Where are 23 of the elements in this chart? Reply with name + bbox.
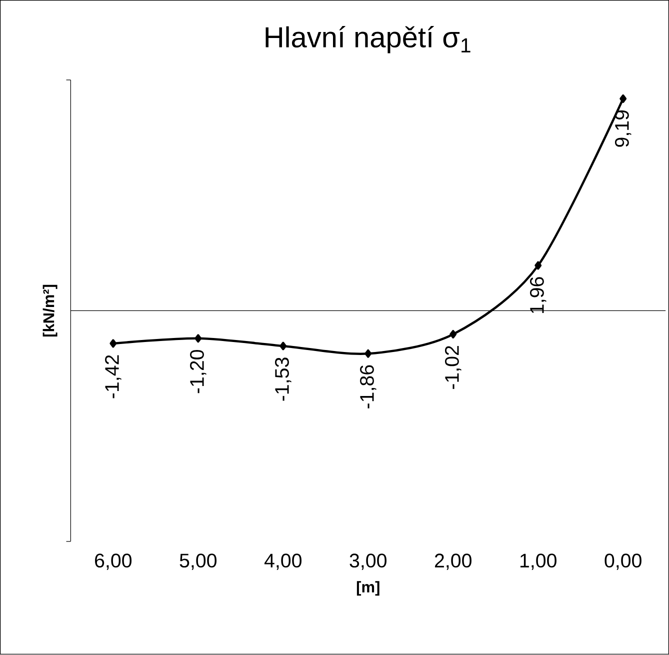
- x-tick-label: 4,00: [264, 554, 302, 570]
- chart-title: Hlavní napětí σ$_{1}$: [266, 26, 470, 54]
- y-axis-title: [kN/m²]: [42, 285, 58, 337]
- point: [534, 261, 542, 270]
- x-tick-label: 1,00: [520, 554, 556, 570]
- data-label: -1,02: [444, 346, 462, 390]
- data-label: -1,86: [360, 366, 376, 409]
- point: [364, 350, 372, 358]
- x-tick-label: 2,00: [434, 554, 472, 570]
- data-label: -1,53: [275, 358, 292, 401]
- point: [280, 342, 287, 350]
- data-label: 1,96: [530, 277, 546, 314]
- point: [620, 94, 627, 104]
- x-tick-label: 5,00: [180, 554, 217, 570]
- point: [110, 339, 117, 348]
- x-tick-label: 0,00: [604, 554, 642, 570]
- data-label: -1,42: [105, 355, 122, 398]
- x-tick-label: 3,00: [350, 554, 386, 570]
- point: [450, 330, 457, 339]
- x-axis-title: [m]: [356, 581, 380, 596]
- x-tick-label: 6,00: [95, 554, 132, 570]
- point: [194, 334, 202, 343]
- data-label: -1,20: [190, 350, 206, 394]
